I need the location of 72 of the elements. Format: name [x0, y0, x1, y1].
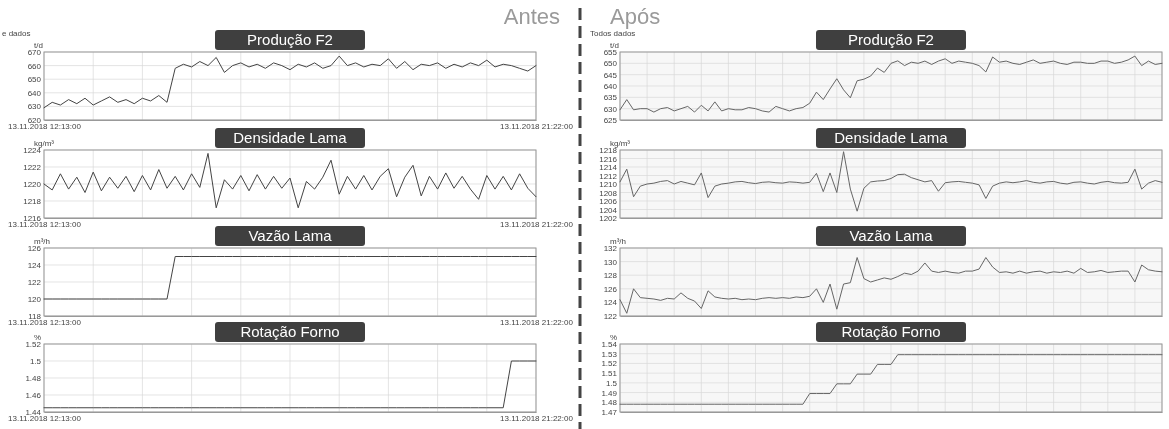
y-tick-label: 660 — [27, 61, 42, 71]
line-series — [43, 55, 537, 109]
y-tick-label: 1.5 — [29, 357, 42, 367]
chart-title: Densidade Lama — [233, 129, 348, 146]
y-tick-label: 670 — [27, 48, 42, 58]
y-tick-label: 1202 — [599, 214, 618, 224]
text: Antes — [503, 4, 560, 29]
chart-title: Vazão Lama — [849, 227, 934, 244]
y-tick-label: 124 — [603, 298, 618, 308]
y-tick-label: 640 — [603, 82, 618, 92]
text: Após — [610, 4, 661, 29]
y-tick-label: 1220 — [23, 180, 42, 190]
y-tick-label: 120 — [27, 295, 42, 305]
x-tick-label: 13.11.2018 21:22:00 — [500, 219, 574, 229]
y-tick-label: 640 — [27, 88, 42, 98]
text: Todos dados — [590, 29, 636, 38]
y-tick-label: 1204 — [599, 205, 618, 215]
y-tick-label: 625 — [603, 116, 618, 126]
chart-title: Rotação Forno — [240, 323, 340, 340]
y-tick-label: 126 — [603, 284, 618, 294]
chart-title: Produção F2 — [247, 31, 333, 48]
y-axis-title: m³/h — [34, 237, 50, 246]
text: e dados — [2, 29, 31, 38]
y-tick-label: 128 — [603, 271, 618, 281]
y-tick-label: 655 — [603, 48, 618, 58]
y-tick-label: 1.49 — [601, 388, 618, 398]
y-tick-label: 1218 — [23, 197, 42, 207]
y-tick-label: 1.46 — [25, 391, 42, 401]
y-tick-label: 650 — [27, 75, 42, 85]
y-axis-title: % — [610, 333, 618, 342]
y-axis-title: kg/m³ — [34, 139, 55, 148]
x-tick-label: 13.11.2018 21:22:00 — [500, 121, 574, 131]
line-series — [619, 354, 1163, 405]
y-tick-label: 645 — [603, 70, 618, 80]
chart-title: Rotação Forno — [841, 323, 941, 340]
y-axis-title: t/d — [610, 41, 619, 50]
y-tick-label: 122 — [27, 278, 42, 288]
y-axis-title: t/d — [34, 41, 43, 50]
y-tick-label: 1.51 — [601, 369, 618, 379]
y-tick-label: 1212 — [599, 171, 618, 181]
y-tick-label: 1.54 — [601, 340, 618, 350]
y-tick-label: 630 — [27, 102, 42, 112]
y-tick-label: 1222 — [23, 163, 42, 173]
y-tick-label: 1.52 — [601, 359, 618, 369]
y-tick-label: 1206 — [599, 197, 618, 207]
y-tick-label: 630 — [603, 104, 618, 114]
y-tick-label: 650 — [603, 59, 618, 69]
y-tick-label: 124 — [27, 261, 42, 271]
y-tick-label: 1.47 — [601, 408, 618, 418]
y-tick-label: 1208 — [599, 188, 618, 198]
y-tick-label: 1.5 — [605, 378, 618, 388]
y-tick-label: 1.52 — [25, 340, 42, 350]
y-tick-label: 1.53 — [601, 349, 618, 359]
y-tick-label: 1214 — [599, 163, 618, 173]
y-axis-title: % — [34, 333, 42, 342]
chart-title: Densidade Lama — [834, 129, 949, 146]
line-series — [619, 55, 1163, 113]
x-tick-label: 13.11.2018 21:22:00 — [500, 413, 574, 423]
y-tick-label: 132 — [603, 244, 618, 254]
x-tick-label: 13.11.2018 21:22:00 — [500, 317, 574, 327]
y-tick-label: 130 — [603, 257, 618, 267]
chart-title: Produção F2 — [848, 31, 934, 48]
y-tick-label: 1.48 — [25, 374, 42, 384]
y-tick-label: 126 — [27, 244, 42, 254]
y-tick-label: 1216 — [599, 154, 618, 164]
y-axis-title: m³/h — [610, 237, 626, 246]
y-axis-title: kg/m³ — [610, 139, 631, 148]
y-tick-label: 635 — [603, 93, 618, 103]
chart-title: Vazão Lama — [248, 227, 333, 244]
y-tick-label: 1.48 — [601, 398, 618, 408]
y-tick-label: 122 — [603, 312, 618, 322]
y-tick-label: 1210 — [599, 180, 618, 190]
